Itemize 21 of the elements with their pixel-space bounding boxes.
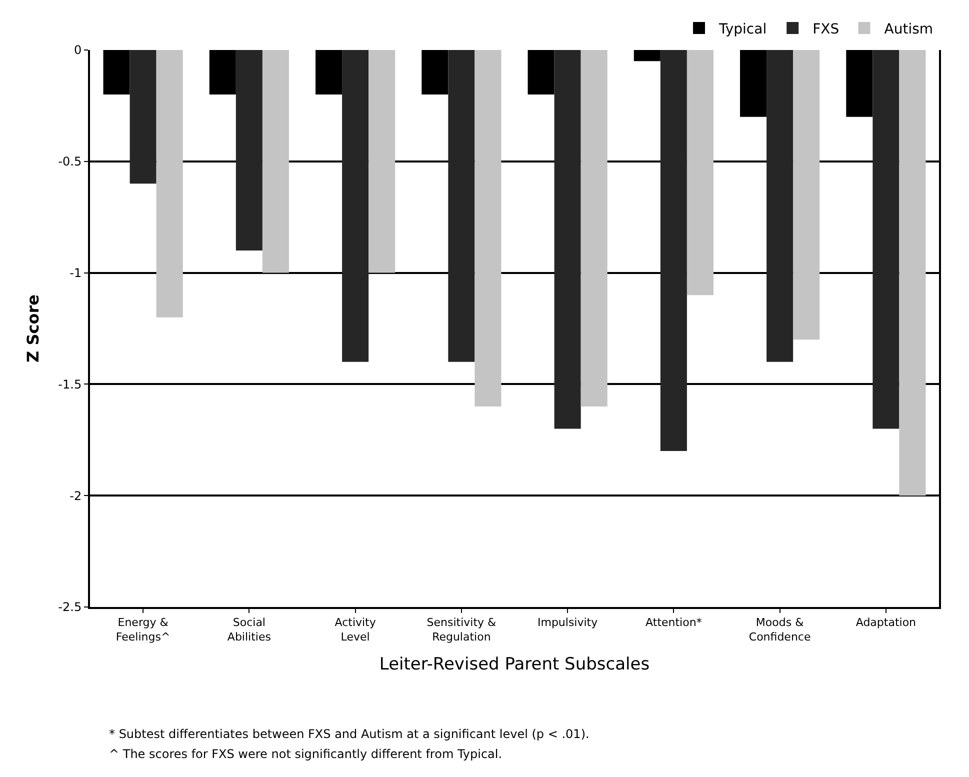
x-tick-label: Adaptation: [856, 616, 916, 630]
y-tick-label: -2.5: [58, 600, 82, 614]
legend-label: Autism: [884, 21, 934, 38]
text: ^ The scores for FXS were not significantly different from Typical.: [109, 747, 502, 761]
y-tick-label: -1.5: [58, 377, 82, 392]
x-tick-label: Activity Level: [334, 616, 376, 644]
x-tick-label: Energy & Feelings^: [116, 616, 170, 644]
x-tick-label: Attention*: [646, 616, 702, 630]
y-tick-label: -2: [70, 488, 82, 503]
text: * Subtest differentiates between FXS and Autism at a significant level (p < .01).: [109, 727, 590, 741]
x-tick-label: Sensitivity & Regulation: [426, 616, 497, 644]
x-tick-label: Impulsivity: [537, 616, 598, 630]
y-axis-title: Z Score: [24, 294, 43, 362]
legend-label: Typical: [718, 21, 767, 38]
y-tick-label: -1: [70, 266, 82, 280]
x-axis-title: Leiter-Revised Parent Subscales: [379, 654, 650, 674]
legend-label: FXS: [812, 21, 840, 38]
y-tick-label: 0: [74, 43, 82, 58]
x-tick-label: Moods & Confidence: [748, 616, 811, 644]
y-tick-label: -0.5: [58, 154, 82, 169]
x-tick-label: Social Abilities: [227, 616, 272, 644]
